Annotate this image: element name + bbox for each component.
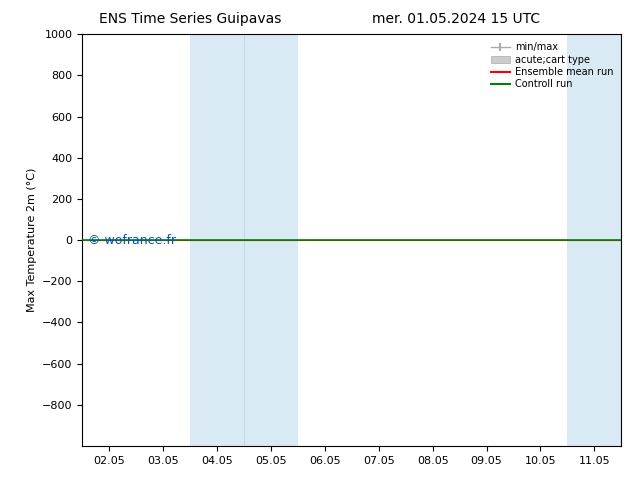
Bar <box>567 34 621 446</box>
Text: © wofrance.fr: © wofrance.fr <box>87 234 176 246</box>
Bar <box>190 34 244 446</box>
Bar <box>244 34 298 446</box>
Bar <box>621 34 634 446</box>
Text: mer. 01.05.2024 15 UTC: mer. 01.05.2024 15 UTC <box>372 12 541 26</box>
Text: ENS Time Series Guipavas: ENS Time Series Guipavas <box>99 12 281 26</box>
Legend: min/max, acute;cart type, Ensemble mean run, Controll run: min/max, acute;cart type, Ensemble mean … <box>488 39 616 92</box>
Y-axis label: Max Temperature 2m (°C): Max Temperature 2m (°C) <box>27 168 37 312</box>
